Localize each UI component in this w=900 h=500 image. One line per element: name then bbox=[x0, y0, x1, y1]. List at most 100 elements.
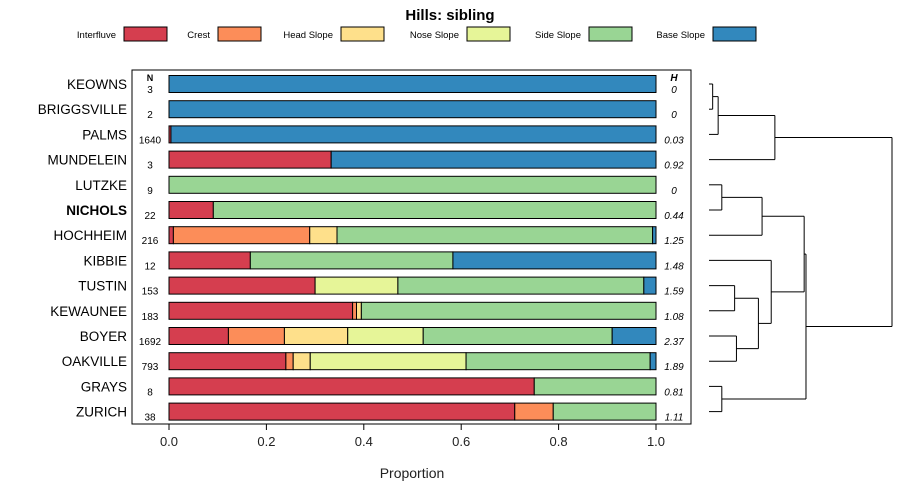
legend-swatch bbox=[123, 26, 168, 42]
bar-segment bbox=[552, 402, 657, 421]
row-n-value: 1640 bbox=[139, 135, 162, 146]
bar-segment bbox=[397, 276, 645, 295]
bar-segment bbox=[292, 352, 311, 371]
bar-segment bbox=[168, 377, 535, 396]
bar-segment bbox=[168, 301, 354, 320]
row-h-value: 2.37 bbox=[663, 337, 684, 348]
bar-segment bbox=[168, 100, 657, 119]
row-label: LUTZKE bbox=[75, 178, 127, 193]
bar-segment bbox=[168, 75, 657, 93]
bar-segment bbox=[643, 276, 657, 295]
legend-label: Interfluve bbox=[77, 30, 116, 41]
row-n-value: 12 bbox=[144, 261, 156, 272]
bar-segment bbox=[611, 327, 657, 345]
plot-frame bbox=[131, 69, 692, 425]
x-tick-label: 0.6 bbox=[452, 434, 470, 449]
bar-segment bbox=[170, 125, 657, 144]
row-label: ZURICH bbox=[76, 405, 127, 420]
row-h-value: 1.48 bbox=[664, 261, 684, 272]
legend: Interfluve Crest Head Slope Nose Slope Side … bbox=[77, 26, 757, 42]
row-n-value: 8 bbox=[147, 387, 153, 398]
legend-swatch bbox=[340, 26, 385, 42]
row-n-value: 1692 bbox=[139, 337, 162, 348]
bar-segment bbox=[168, 402, 516, 421]
bar-segment bbox=[172, 226, 311, 245]
row-h-value: 0.03 bbox=[664, 135, 684, 146]
x-tick-label: 0.8 bbox=[550, 434, 568, 449]
row-label: MUNDELEIN bbox=[47, 153, 127, 168]
row-h-value: 0.81 bbox=[664, 387, 683, 398]
bar-rows: KEOWNS 3 0 BRIGGSVILLE 2 0 PALMS 1640 0.03 MUNDEL… bbox=[38, 75, 684, 424]
bar-segment bbox=[533, 377, 657, 396]
row-label: TUSTIN bbox=[78, 279, 127, 294]
legend-label: Head Slope bbox=[283, 30, 333, 41]
row-h-value: 0 bbox=[671, 186, 677, 197]
bar-segment bbox=[283, 327, 349, 345]
bar-segment bbox=[514, 402, 554, 421]
row-h-value: 0 bbox=[671, 110, 677, 121]
bar-segment bbox=[422, 327, 613, 345]
row-n-value: 216 bbox=[142, 236, 159, 247]
h-column-header: H bbox=[670, 73, 678, 84]
row-label: BOYER bbox=[80, 329, 128, 344]
bar-segment bbox=[168, 201, 214, 219]
row-h-value: 1.11 bbox=[665, 413, 684, 424]
dendrogram bbox=[709, 83, 893, 413]
bar-segment bbox=[168, 175, 657, 194]
x-tick-label: 1.0 bbox=[647, 434, 665, 449]
bar-segment bbox=[285, 352, 294, 371]
row-label: KIBBIE bbox=[83, 253, 127, 268]
row-h-value: 0.44 bbox=[664, 211, 684, 222]
row-n-value: 9 bbox=[147, 186, 153, 197]
legend-swatch bbox=[712, 26, 757, 42]
bar-segment bbox=[309, 352, 467, 371]
row-n-value: 38 bbox=[144, 413, 156, 424]
legend-swatch bbox=[588, 26, 633, 42]
legend-label: Base Slope bbox=[656, 30, 705, 41]
bar-segment bbox=[330, 150, 657, 169]
bar-segment bbox=[249, 251, 454, 270]
row-h-value: 1.89 bbox=[664, 362, 684, 373]
row-h-value: 1.25 bbox=[664, 236, 684, 247]
row-label: NICHOLS bbox=[66, 203, 127, 218]
row-h-value: 0.92 bbox=[664, 161, 684, 172]
bar-segment bbox=[360, 301, 657, 320]
row-n-value: 183 bbox=[142, 312, 159, 323]
row-n-value: 22 bbox=[144, 211, 156, 222]
bar-segment bbox=[168, 352, 287, 371]
chart-title: Hills: sibling bbox=[405, 7, 494, 24]
legend-swatch bbox=[217, 26, 262, 42]
x-axis-label: Proportion bbox=[380, 465, 445, 481]
bar-segment bbox=[168, 276, 316, 295]
row-label: PALMS bbox=[82, 127, 127, 142]
x-tick-label: 0.0 bbox=[160, 434, 178, 449]
row-h-value: 1.08 bbox=[664, 312, 684, 323]
bar-segment bbox=[227, 327, 285, 345]
bar-segment bbox=[649, 352, 657, 371]
bar-segment bbox=[168, 150, 332, 169]
row-h-value: 0 bbox=[671, 85, 677, 96]
x-tick-label: 0.2 bbox=[257, 434, 275, 449]
row-n-value: 3 bbox=[147, 85, 153, 96]
bar-segment bbox=[168, 327, 229, 345]
row-n-value: 153 bbox=[142, 287, 159, 298]
bar-segment bbox=[336, 226, 654, 245]
row-n-value: 3 bbox=[147, 161, 153, 172]
row-label: KEOWNS bbox=[67, 77, 127, 92]
bar-segment bbox=[168, 226, 174, 245]
bar-segment bbox=[465, 352, 651, 371]
bar-segment bbox=[347, 327, 424, 345]
legend-swatch bbox=[466, 26, 511, 42]
bar-segment bbox=[652, 226, 657, 245]
bar-segment bbox=[355, 301, 362, 320]
row-label: GRAYS bbox=[81, 379, 127, 394]
row-label: BRIGGSVILLE bbox=[38, 102, 127, 117]
legend-label: Crest bbox=[187, 30, 210, 41]
n-column-header: N bbox=[147, 73, 154, 83]
row-h-value: 1.59 bbox=[664, 287, 684, 298]
x-tick-label: 0.4 bbox=[355, 434, 373, 449]
bar-segment bbox=[352, 301, 357, 320]
bar-segment bbox=[168, 251, 251, 270]
row-label: OAKVILLE bbox=[62, 354, 127, 369]
